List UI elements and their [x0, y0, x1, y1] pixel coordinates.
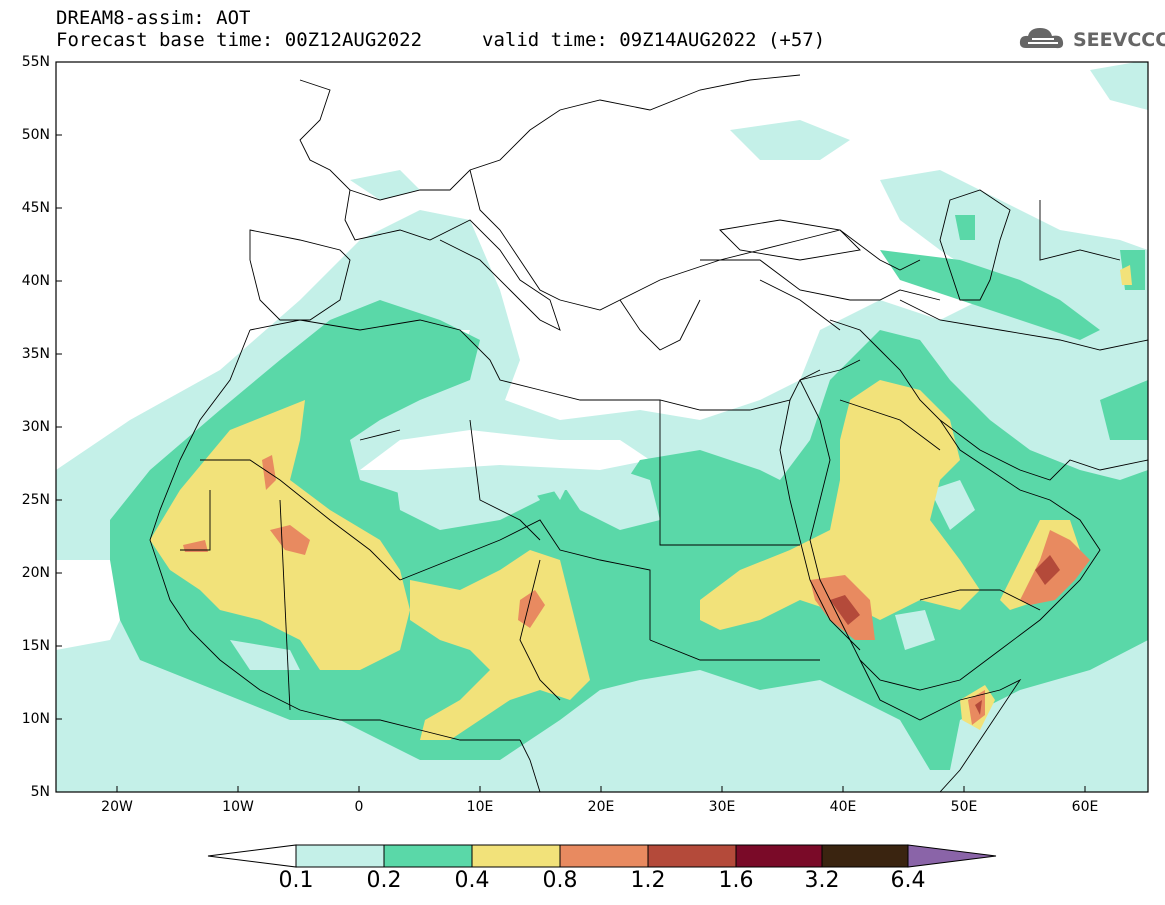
map-title: DREAM8-assim: AOT	[56, 7, 251, 29]
colorbar-swatch	[735, 844, 823, 868]
colorbar-swatch	[559, 844, 649, 868]
lat-label: 10N	[21, 711, 50, 727]
lat-label: 45N	[21, 200, 50, 216]
colorbar-swatch	[821, 844, 909, 868]
aot-level-0-1-holes	[230, 470, 975, 670]
colorbar-label: 1.2	[630, 868, 666, 893]
lat-label: 50N	[21, 127, 50, 143]
lon-label: 30E	[708, 799, 736, 815]
colorbar-low-arrow	[207, 844, 297, 868]
lat-label: 5N	[30, 784, 50, 800]
colorbar-high-arrow	[907, 844, 997, 868]
lon-label: 20E	[587, 799, 615, 815]
lon-label: 20W	[101, 799, 133, 815]
lon-label: 10E	[466, 799, 494, 815]
axis-ticks	[56, 61, 1086, 792]
lat-label: 40N	[21, 273, 50, 289]
lat-label: 25N	[21, 492, 50, 508]
logo-text: SEEVCCC	[1073, 29, 1165, 51]
colorbar-label: 0.8	[542, 868, 578, 893]
lon-label: 50E	[950, 799, 978, 815]
colorbar-label: 0.4	[454, 868, 490, 893]
colorbar-swatch	[295, 844, 385, 868]
aot-contours	[56, 62, 1148, 792]
lat-label: 15N	[21, 638, 50, 654]
colorbar-label: 1.6	[718, 868, 754, 893]
colorbar-label: 0.2	[366, 868, 402, 893]
lon-label: 60E	[1071, 799, 1099, 815]
seevccc-logo: SEEVCCC	[1018, 24, 1165, 54]
valid-time-label: valid time: 09Z14AUG2022 (+57)	[482, 29, 826, 51]
aot-level-1-2	[830, 555, 1060, 715]
colorbar-swatch	[647, 844, 737, 868]
lat-label: 55N	[21, 54, 50, 70]
cloud-logo-icon	[1019, 28, 1064, 49]
lon-label: 40E	[829, 799, 857, 815]
lat-label: 35N	[21, 346, 50, 362]
base-time-label: Forecast base time: 00Z12AUG2022	[56, 29, 423, 51]
lat-label: 30N	[21, 419, 50, 435]
lat-label: 20N	[21, 565, 50, 581]
lon-label: 0	[354, 799, 364, 815]
lon-label: 10W	[222, 799, 254, 815]
colorbar-label: 3.2	[804, 868, 840, 893]
colorbar	[207, 844, 997, 868]
country-borders	[149, 74, 1148, 792]
colorbar-label: 6.4	[890, 868, 926, 893]
colorbar-swatch	[471, 844, 561, 868]
colorbar-swatch	[383, 844, 473, 868]
colorbar-label: 0.1	[278, 868, 314, 893]
